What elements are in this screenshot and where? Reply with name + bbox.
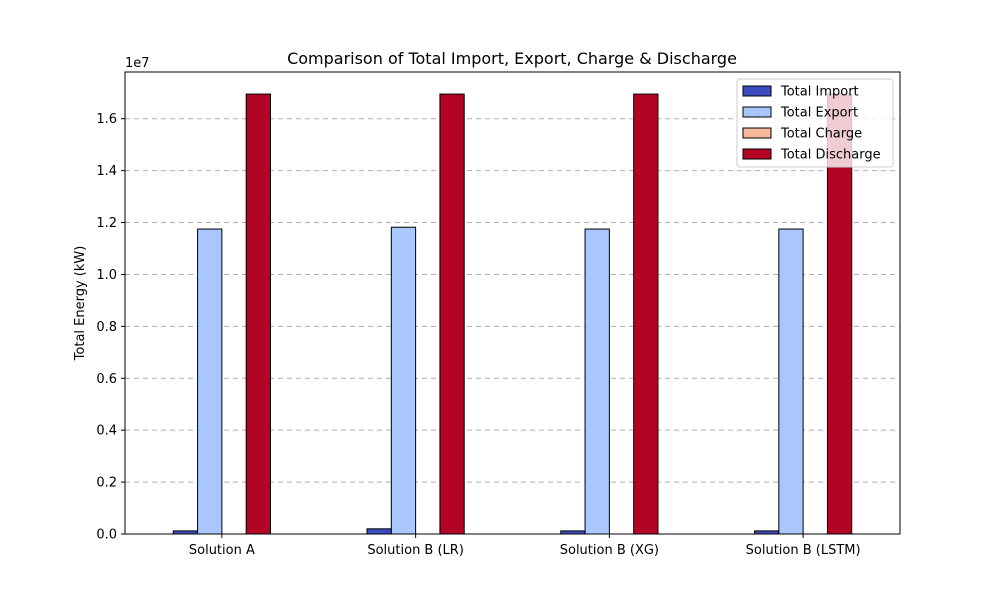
y-tick-label: 0.4 xyxy=(96,424,117,439)
y-tick-label: 1.4 xyxy=(96,164,117,179)
legend-box xyxy=(736,78,894,168)
legend-swatch xyxy=(742,85,772,97)
bar-total-discharge xyxy=(439,93,465,535)
plot-frame xyxy=(124,71,901,535)
bar-total-export xyxy=(778,228,804,535)
y-tick-label: 0.0 xyxy=(96,528,117,543)
legend-swatch xyxy=(742,148,772,160)
bar-total-import xyxy=(366,528,392,535)
y-axis: 0.0 0.2 0.4 0.6 0.8 1.0 1.2 1.4 1.6 xyxy=(96,112,125,543)
legend-swatch xyxy=(742,106,772,118)
legend: Total Import Total Export Total Charge Tota… xyxy=(736,78,894,168)
bars xyxy=(172,93,853,535)
legend-label: Total Export xyxy=(780,106,858,121)
bar-total-discharge xyxy=(245,93,271,535)
x-tick-label: Solution A xyxy=(189,543,255,558)
legend-label: Total Charge xyxy=(780,127,862,142)
y-tick-label: 0.8 xyxy=(96,320,117,335)
legend-label: Total Discharge xyxy=(780,148,881,163)
y-tick-label: 1.2 xyxy=(96,216,117,231)
legend-label: Total Import xyxy=(780,85,859,100)
bar-total-export xyxy=(197,228,223,535)
x-tick-label: Solution B (LSTM) xyxy=(746,543,861,558)
x-tick-label: Solution B (XG) xyxy=(560,543,659,558)
y-scale-label: 1e7 xyxy=(125,56,150,71)
x-axis: Solution A Solution B (LR) Solution B (XG)… xyxy=(189,534,861,558)
bar-total-export xyxy=(584,228,610,535)
y-tick-label: 0.6 xyxy=(96,372,117,387)
legend-swatch xyxy=(742,127,772,139)
bar-total-discharge xyxy=(633,93,659,535)
bar-total-export xyxy=(390,226,417,535)
x-tick-label: Solution B (LR) xyxy=(367,543,464,558)
y-tick-label: 0.2 xyxy=(96,476,117,491)
y-tick-label: 1.6 xyxy=(96,112,117,127)
y-axis-label: Total Energy (kW) xyxy=(73,246,88,362)
chart-title: Comparison of Total Import, Export, Char… xyxy=(287,49,737,68)
y-tick-label: 1.0 xyxy=(96,268,117,283)
